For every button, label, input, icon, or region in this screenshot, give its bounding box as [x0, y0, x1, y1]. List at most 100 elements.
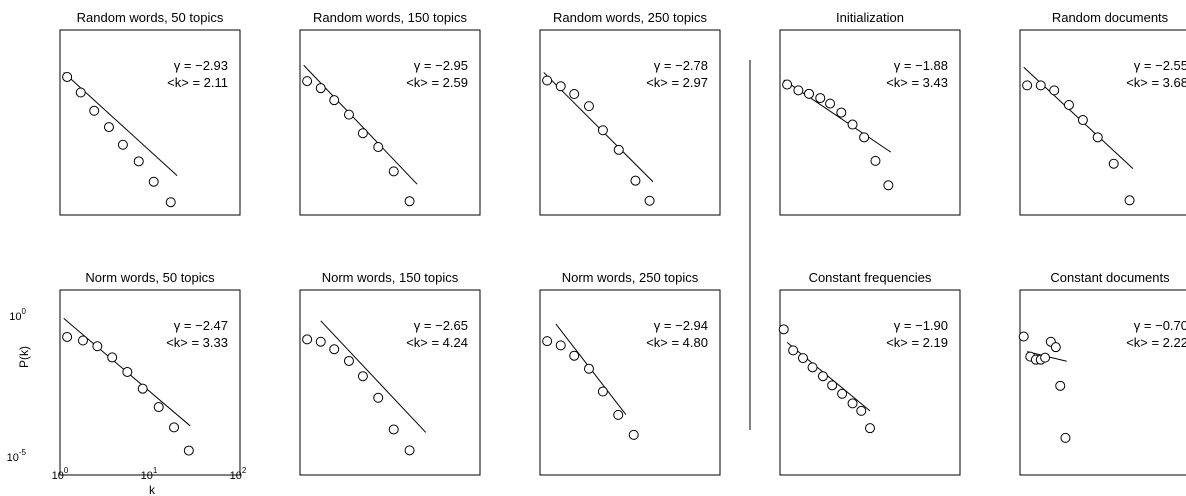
mean-degree-annotation: <k> = 2.97 [646, 75, 708, 90]
data-point [837, 388, 848, 399]
panel-title: Norm words, 150 topics [322, 270, 459, 285]
panel-title: Random words, 50 topics [77, 10, 224, 25]
data-point [107, 352, 118, 363]
data-point [388, 166, 399, 177]
data-point [782, 79, 793, 90]
panel-6: Norm words, 50 topics γ = −2.47 <k> = 3.33 [59, 270, 241, 476]
x-tick-label-1: 100 [52, 466, 69, 482]
panel-9: Constant frequencies γ = −1.90 <k> = 2.19 [778, 270, 961, 476]
plot-frame [1019, 29, 1186, 216]
data-point [628, 429, 639, 440]
mean-degree-annotation: <k> = 3.68 [1126, 75, 1186, 90]
data-point [122, 366, 133, 377]
panel-3: Random words, 250 topics γ = −2.78 <k> = 2… [539, 10, 721, 216]
svg-text:100: 100 [9, 307, 26, 323]
data-point [847, 119, 858, 130]
data-point [807, 362, 818, 373]
data-point [542, 336, 553, 347]
mean-degree-annotation: <k> = 3.33 [166, 335, 228, 350]
data-point [1108, 158, 1119, 169]
data-point [117, 139, 128, 150]
panel-title: Initialization [836, 10, 904, 25]
data-point [1022, 80, 1033, 91]
data-point [856, 405, 867, 416]
plot-frame [299, 29, 481, 216]
data-point [803, 88, 814, 99]
data-point [388, 424, 399, 435]
plot-frame [539, 29, 721, 216]
data-point [153, 402, 164, 413]
data-point [343, 355, 354, 366]
data-point [75, 87, 86, 98]
fit-line [786, 341, 871, 412]
data-point [1040, 352, 1051, 363]
data-point [1092, 132, 1103, 143]
data-point [1124, 195, 1135, 206]
data-point [836, 107, 847, 118]
svg-text:102: 102 [230, 466, 247, 482]
svg-text:100: 100 [52, 466, 69, 482]
mean-degree-annotation: <k> = 2.19 [886, 335, 948, 350]
plot-frame [1019, 289, 1186, 476]
data-point [870, 155, 881, 166]
data-point [583, 363, 594, 374]
data-point [302, 334, 313, 345]
data-point [373, 142, 384, 153]
gamma-annotation: γ = −0.70 [1134, 318, 1186, 333]
panel-2: Random words, 150 topics γ = −2.95 <k> = 2… [299, 10, 481, 216]
gamma-annotation: γ = −1.88 [894, 58, 948, 73]
data-point [569, 350, 580, 361]
panel-10: Constant documents γ = −0.70 <k> = 2.22 [1018, 270, 1186, 476]
plot-frame [59, 289, 241, 476]
panel-title: Norm words, 250 topics [562, 270, 699, 285]
panel-title: Constant frequencies [809, 270, 932, 285]
mean-degree-annotation: <k> = 2.11 [167, 75, 228, 90]
data-point [77, 335, 88, 346]
svg-text:101: 101 [141, 466, 158, 482]
panel-title: Random words, 250 topics [553, 10, 707, 25]
fit-line [303, 64, 418, 185]
panel-7: Norm words, 150 topics γ = −2.65 <k> = 4.2… [299, 270, 481, 476]
x-axis-label: k [149, 483, 156, 496]
data-point [1050, 342, 1061, 353]
data-point [630, 175, 641, 186]
data-point [1055, 380, 1066, 391]
data-point [329, 95, 340, 106]
data-point [404, 196, 415, 207]
gamma-annotation: γ = −2.47 [174, 318, 228, 333]
panel-title: Random documents [1052, 10, 1169, 25]
panel-title: Random words, 150 topics [313, 10, 467, 25]
data-point [302, 76, 313, 87]
data-point [165, 197, 176, 208]
plot-frame [779, 289, 961, 476]
gamma-annotation: γ = −2.65 [414, 318, 468, 333]
data-point [1018, 331, 1029, 342]
data-point [62, 71, 73, 82]
data-point [183, 445, 194, 456]
gamma-annotation: γ = −2.78 [654, 58, 708, 73]
panel-1: Random words, 50 topics γ = −2.93 <k> = 2.… [59, 10, 241, 216]
gamma-annotation: γ = −2.55 [1134, 58, 1186, 73]
panels-layer: Random words, 50 topics γ = −2.93 <k> = 2.… [59, 10, 1186, 476]
data-point [555, 81, 566, 92]
data-point [315, 83, 326, 94]
plot-frame [59, 29, 241, 216]
data-point [597, 386, 608, 397]
data-point [1063, 99, 1074, 110]
mean-degree-annotation: <k> = 4.80 [646, 335, 708, 350]
data-point [793, 85, 804, 96]
data-point [827, 380, 838, 391]
data-point [847, 398, 858, 409]
plot-frame [539, 289, 721, 476]
data-point [788, 345, 799, 356]
data-point [373, 392, 384, 403]
data-point [169, 422, 180, 433]
mean-degree-annotation: <k> = 4.24 [406, 335, 468, 350]
data-point [1077, 115, 1088, 126]
gamma-annotation: γ = −2.95 [414, 58, 468, 73]
data-point [644, 195, 655, 206]
data-point [133, 156, 144, 167]
data-point [404, 445, 415, 456]
data-point [797, 353, 808, 364]
